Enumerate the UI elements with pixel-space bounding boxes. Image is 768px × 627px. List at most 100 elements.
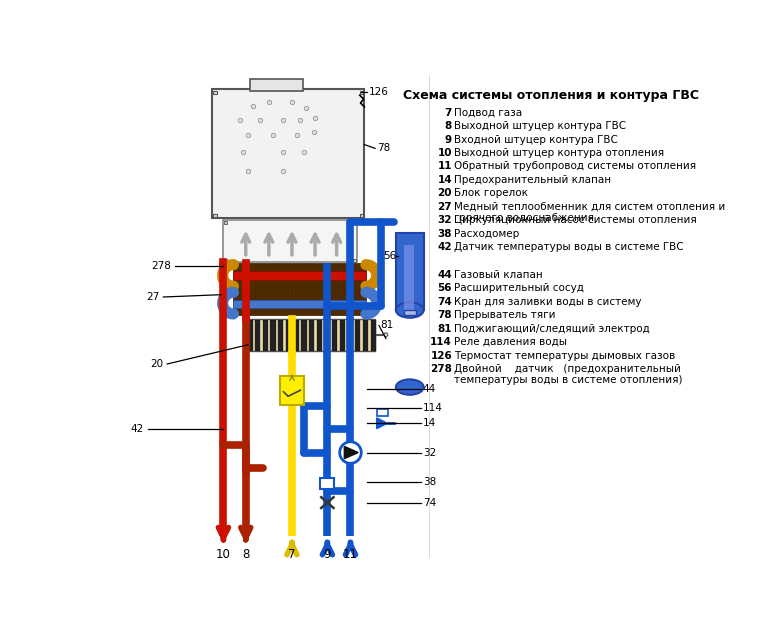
Bar [359,214,362,217]
Text: Циркуляционный насос системы отопления: Циркуляционный насос системы отопления [455,216,697,225]
Text: 114: 114 [423,403,442,413]
Bar [355,320,360,351]
Bar [233,271,366,280]
Text: 9: 9 [445,135,452,145]
Bar [347,320,353,351]
Text: Предохранительный клапан: Предохранительный клапан [455,175,611,185]
Ellipse shape [396,302,424,318]
Bar [224,258,227,261]
Bar [405,245,414,314]
Text: Термостат температуры дымовых газов: Термостат температуры дымовых газов [455,350,676,361]
Bar [353,258,356,261]
Text: 78: 78 [438,310,452,320]
Bar [270,320,276,351]
Text: Реле давления воды: Реле давления воды [455,337,568,347]
Text: Расходомер: Расходомер [455,229,520,239]
Text: 32: 32 [423,448,436,458]
Text: 38: 38 [423,477,436,487]
Ellipse shape [396,379,424,395]
Text: 27: 27 [438,202,452,212]
Text: температуры воды в системе отопления): температуры воды в системе отопления) [455,376,683,386]
Text: 56: 56 [438,283,452,293]
Text: 42: 42 [131,424,144,435]
Text: Газовый клапан: Газовый клапан [455,270,543,280]
Text: Медный теплообменник для систем отопления и: Медный теплообменник для систем отоплени… [455,202,726,212]
Text: 7: 7 [288,547,296,561]
Bar [278,320,283,351]
Bar [263,320,268,351]
Text: 278: 278 [151,261,171,271]
Bar [247,320,253,351]
Text: Выходной штуцер контура отопления: Выходной штуцер контура отопления [455,148,664,158]
Text: 11: 11 [438,162,452,171]
Text: Датчик температуры воды в системе ГВС: Датчик температуры воды в системе ГВС [455,242,684,252]
Bar [255,320,260,351]
Bar [233,300,366,308]
Text: 7: 7 [445,108,452,118]
Bar [250,79,303,92]
Text: 74: 74 [437,297,452,307]
Bar [233,263,366,315]
Text: 78: 78 [376,144,390,154]
Text: 14: 14 [423,418,436,428]
Circle shape [384,333,388,337]
Bar [362,320,368,351]
Bar [212,89,364,218]
Text: Обратный трубопровод системы отопления: Обратный трубопровод системы отопления [455,162,697,171]
Bar [280,376,303,405]
Text: Расширительный сосуд: Расширительный сосуд [455,283,584,293]
Text: 126: 126 [369,87,389,97]
Text: Блок горелок: Блок горелок [455,189,528,198]
Bar [246,319,375,351]
Text: 74: 74 [423,498,436,508]
Text: 20: 20 [151,359,164,369]
Text: 44: 44 [423,384,436,394]
Bar [404,310,416,315]
Bar [223,220,356,262]
Bar [316,320,322,351]
Text: 81: 81 [380,320,394,330]
Text: Прерыватель тяги: Прерыватель тяги [455,310,556,320]
Text: 8: 8 [242,547,250,561]
Bar [332,320,337,351]
Text: Выходной штуцер контура ГВС: Выходной штуцер контура ГВС [455,121,627,131]
Bar [309,320,314,351]
Text: 42: 42 [438,242,452,252]
Text: 8: 8 [445,121,452,131]
Text: 44: 44 [437,270,452,280]
Text: 56: 56 [383,251,397,261]
Bar [359,91,362,93]
Circle shape [339,442,361,463]
Text: 114: 114 [430,337,452,347]
Text: Схема системы отопления и контура ГВС: Схема системы отопления и контура ГВС [402,89,699,102]
Text: 81: 81 [438,324,452,334]
Bar [214,214,217,217]
Bar [293,320,299,351]
Text: Входной штуцер контура ГВС: Входной штуцер контура ГВС [455,135,618,145]
Circle shape [326,501,329,504]
Text: горячего водоснабжения: горячего водоснабжения [455,213,594,223]
Bar [370,320,376,351]
Text: 32: 32 [438,216,452,225]
Bar [324,320,329,351]
Bar [396,233,424,310]
Text: 9: 9 [323,547,331,561]
Bar [339,320,345,351]
Bar [286,320,291,351]
Polygon shape [344,446,358,459]
Bar [224,221,227,224]
Text: 10: 10 [438,148,452,158]
Bar [214,91,217,93]
Bar [301,320,306,351]
Text: 20: 20 [438,189,452,198]
Text: 27: 27 [146,292,160,302]
Text: Двойной    датчик   (предохранительный: Двойной датчик (предохранительный [455,364,681,374]
Text: 126: 126 [430,350,452,361]
Bar [320,478,334,488]
Text: Кран для заливки воды в систему: Кран для заливки воды в систему [455,297,642,307]
Polygon shape [376,418,387,429]
Text: 38: 38 [438,229,452,239]
Bar [377,409,388,416]
Text: 14: 14 [438,175,452,185]
Text: Подвод газа: Подвод газа [455,108,522,118]
